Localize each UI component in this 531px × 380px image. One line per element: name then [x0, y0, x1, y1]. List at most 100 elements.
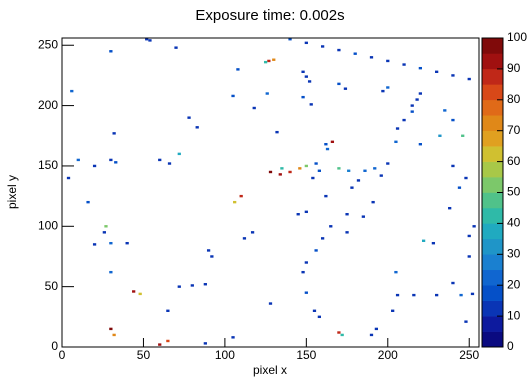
pixel-hit [375, 328, 378, 330]
pixel-hit [458, 186, 461, 188]
pixel-hit [381, 90, 384, 92]
pixel-hit [251, 231, 254, 233]
pixel-hit [148, 39, 151, 41]
colorbar-band [482, 301, 503, 317]
pixel-hit [435, 294, 438, 296]
pixel-hit [459, 294, 462, 296]
pixel-hit [344, 87, 347, 89]
pixel-hit [396, 127, 399, 129]
pixel-hit [419, 92, 422, 94]
pixel-hit [269, 302, 272, 304]
colorbar-band [482, 208, 503, 224]
pixel-hit [243, 237, 246, 239]
pixel-hit [345, 213, 348, 215]
pixel-hit [77, 159, 80, 161]
pixel-hit [451, 165, 454, 167]
pixel-hit [326, 148, 329, 150]
pixel-hit [391, 310, 394, 312]
y-tick-label: 250 [38, 37, 58, 51]
y-tick-label: 0 [51, 339, 58, 353]
pixel-hit [412, 294, 415, 296]
pixel-hit [301, 71, 304, 73]
pixel-hit [386, 86, 389, 88]
pixel-hit [233, 201, 236, 203]
colorbar-band [482, 162, 503, 178]
pixel-hit [109, 328, 112, 330]
pixel-hit [394, 271, 397, 273]
pixel-hit [396, 294, 399, 296]
pixel-hit [166, 310, 169, 312]
pixel-hit [357, 179, 360, 181]
pixel-hit [132, 290, 135, 292]
pixel-hit [264, 61, 267, 63]
pixel-hit [324, 143, 327, 145]
pixel-hit [67, 177, 70, 179]
pixel-hit [301, 271, 304, 273]
pixel-hit [269, 171, 272, 173]
pixel-hit [204, 283, 207, 285]
pixel-hit [472, 225, 475, 227]
pixel-hit [337, 167, 340, 169]
pixel-hit [109, 271, 112, 273]
pixel-hit [435, 71, 438, 73]
pixel-hit [468, 235, 471, 237]
colorbar-tick-label: 20 [507, 277, 521, 291]
pixel-hit [305, 211, 308, 213]
colorbar-band [482, 53, 503, 69]
y-tick-label: 50 [45, 279, 59, 293]
pixel-hit [93, 243, 96, 245]
pixel-hit [411, 110, 414, 112]
pixel-hit [103, 231, 106, 233]
pixel-hit [187, 116, 190, 118]
colorbar-band [482, 223, 503, 239]
pixel-hit [253, 107, 256, 109]
pixel-hit [468, 78, 471, 80]
pixel-hit [411, 104, 414, 106]
pixel-hit [204, 342, 207, 344]
colorbar-band [482, 316, 503, 332]
pixel-hit [451, 74, 454, 76]
pixel-hit [314, 249, 317, 251]
pixel-hit [112, 334, 115, 336]
pixel-hit [297, 213, 300, 215]
pixel-hit [394, 141, 397, 143]
pixel-hit [313, 310, 316, 312]
pixel-hit [280, 167, 283, 169]
pixel-hit [275, 131, 278, 133]
pixel-hit [318, 316, 321, 318]
x-tick-label: 150 [296, 348, 316, 362]
pixel-hit [386, 162, 389, 164]
colorbar-band [482, 115, 503, 131]
colorbar-band [482, 285, 503, 301]
pixel-hit [207, 249, 210, 251]
pixel-hit [402, 119, 405, 121]
pixel-hit [350, 186, 353, 188]
pixel-hit [371, 201, 374, 203]
pixel-hit [422, 240, 425, 242]
pixel-hit [240, 195, 243, 197]
pixel-hit [386, 60, 389, 62]
pixel-hit [166, 340, 169, 342]
pixel-hit [236, 68, 239, 70]
pixel-hit [158, 159, 161, 161]
colorbar-band [482, 177, 503, 193]
pixel-hit [321, 237, 324, 239]
pixel-hit [310, 103, 313, 105]
pixel-hit [308, 80, 311, 82]
pixel-hit [191, 284, 194, 286]
colorbar-band [482, 193, 503, 209]
pixel-hit [448, 207, 451, 209]
x-tick-label: 200 [378, 348, 398, 362]
pixel-hit [402, 63, 405, 65]
pixel-hit [210, 255, 213, 257]
pixel-hit [112, 132, 115, 134]
pixel-hit [301, 96, 304, 98]
pixel-hit [279, 173, 282, 175]
x-tick-label: 50 [137, 348, 151, 362]
pixel-hit [380, 174, 383, 176]
pixel-hit [415, 98, 418, 100]
pixel-hit [354, 52, 357, 54]
pixel-hit [109, 50, 112, 52]
x-tick-label: 0 [59, 348, 66, 362]
pixel-hit [370, 56, 373, 58]
